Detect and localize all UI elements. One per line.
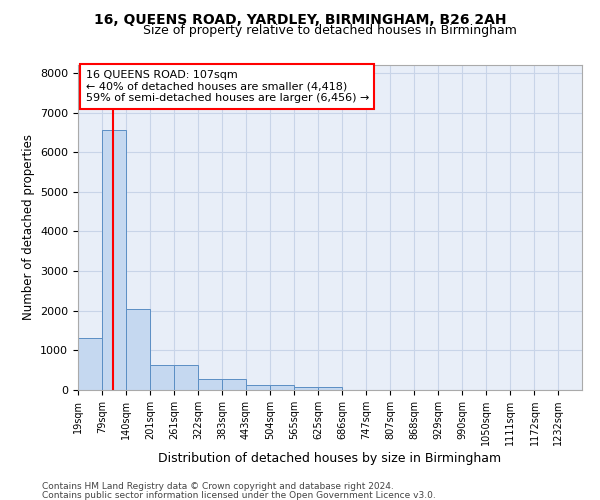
Text: 16 QUEENS ROAD: 107sqm
← 40% of detached houses are smaller (4,418)
59% of semi-: 16 QUEENS ROAD: 107sqm ← 40% of detached… xyxy=(86,70,369,103)
Text: Contains public sector information licensed under the Open Government Licence v3: Contains public sector information licen… xyxy=(42,490,436,500)
X-axis label: Distribution of detached houses by size in Birmingham: Distribution of detached houses by size … xyxy=(158,452,502,465)
Bar xyxy=(102,130,125,390)
Text: Contains HM Land Registry data © Crown copyright and database right 2024.: Contains HM Land Registry data © Crown c… xyxy=(42,482,394,491)
Bar xyxy=(222,380,246,390)
Y-axis label: Number of detached properties: Number of detached properties xyxy=(22,134,35,320)
Bar xyxy=(78,338,102,390)
Bar xyxy=(150,366,174,390)
Bar xyxy=(126,308,149,390)
Title: Size of property relative to detached houses in Birmingham: Size of property relative to detached ho… xyxy=(143,24,517,38)
Bar xyxy=(270,385,294,390)
Bar xyxy=(174,366,197,390)
Text: 16, QUEENS ROAD, YARDLEY, BIRMINGHAM, B26 2AH: 16, QUEENS ROAD, YARDLEY, BIRMINGHAM, B2… xyxy=(94,12,506,26)
Bar xyxy=(294,387,318,390)
Bar xyxy=(198,380,222,390)
Bar xyxy=(318,387,341,390)
Bar xyxy=(246,385,269,390)
